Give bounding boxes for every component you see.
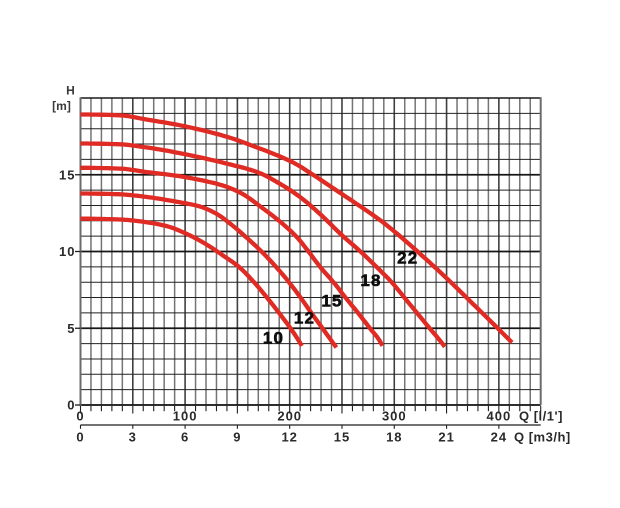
- svg-text:22: 22: [397, 248, 418, 267]
- svg-text:6: 6: [181, 429, 189, 444]
- svg-text:21: 21: [438, 429, 454, 444]
- svg-text:15: 15: [59, 167, 75, 182]
- svg-text:10: 10: [59, 244, 75, 259]
- svg-text:10: 10: [263, 328, 284, 347]
- svg-text:200: 200: [277, 408, 302, 423]
- svg-text:400: 400: [487, 408, 512, 423]
- svg-text:Q [m3/h]: Q [m3/h]: [514, 429, 571, 444]
- svg-text:18: 18: [386, 429, 402, 444]
- svg-text:Q [l/1']: Q [l/1']: [519, 408, 563, 423]
- svg-text:24: 24: [491, 429, 507, 444]
- svg-text:H: H: [66, 84, 75, 98]
- svg-text:100: 100: [173, 408, 198, 423]
- svg-text:300: 300: [382, 408, 407, 423]
- svg-text:0: 0: [76, 408, 84, 423]
- svg-text:12: 12: [281, 429, 297, 444]
- svg-text:3: 3: [129, 429, 137, 444]
- svg-text:12: 12: [294, 309, 315, 328]
- svg-text:18: 18: [360, 271, 381, 290]
- svg-text:5: 5: [67, 321, 75, 336]
- svg-text:0: 0: [67, 398, 75, 413]
- svg-text:15: 15: [321, 291, 342, 310]
- svg-text:[m]: [m]: [52, 99, 71, 113]
- svg-text:0: 0: [76, 429, 84, 444]
- svg-text:9: 9: [233, 429, 241, 444]
- svg-text:15: 15: [334, 429, 350, 444]
